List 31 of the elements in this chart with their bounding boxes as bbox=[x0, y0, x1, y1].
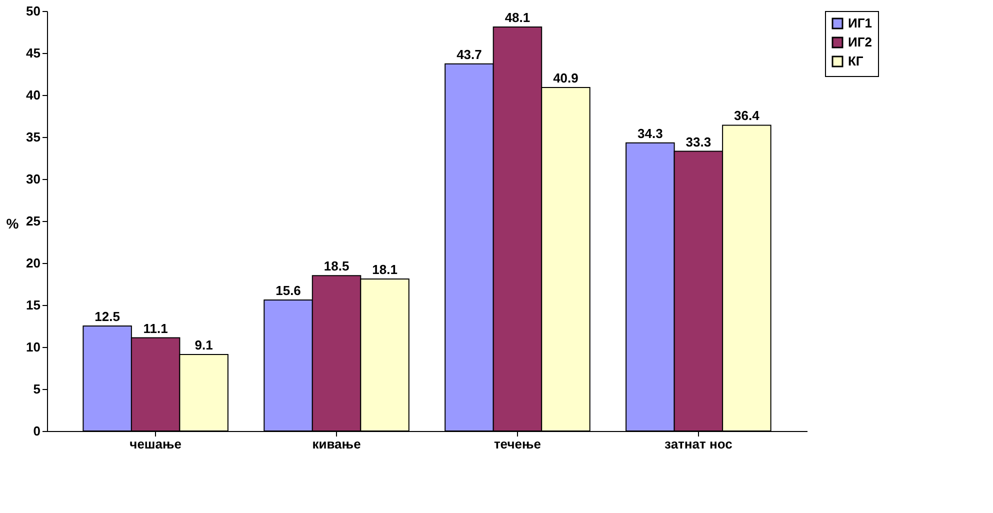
y-tick-label: 35 bbox=[26, 130, 40, 144]
y-tick-label: 30 bbox=[26, 172, 40, 186]
data-label: 11.1 bbox=[143, 320, 168, 336]
data-label: 36.4 bbox=[734, 108, 760, 124]
x-tick-label: течење bbox=[494, 436, 542, 452]
y-tick-label: 40 bbox=[26, 88, 40, 102]
y-tick-label: 25 bbox=[26, 214, 40, 228]
data-label: 9.1 bbox=[194, 338, 213, 353]
data-label: 33.3 bbox=[686, 134, 712, 150]
y-tick-label: 5 bbox=[33, 382, 40, 396]
data-label: 18.1 bbox=[372, 262, 398, 277]
data-label: 40.9 bbox=[553, 70, 578, 86]
y-tick-label: 15 bbox=[26, 298, 40, 312]
legend-label: КГ bbox=[848, 54, 864, 68]
y-tick-label: 45 bbox=[26, 46, 40, 60]
data-label: 48.1 bbox=[504, 10, 530, 25]
data-label: 12.5 bbox=[94, 309, 120, 324]
data-label: 43.7 bbox=[456, 46, 482, 62]
y-tick-label: 0 bbox=[33, 424, 40, 438]
x-tick-label: чешање bbox=[130, 436, 182, 452]
data-label: 34.3 bbox=[638, 126, 663, 141]
x-tick-label: затнат нос bbox=[664, 436, 732, 452]
data-label: 18.5 bbox=[324, 258, 350, 274]
y-tick-label: 50 bbox=[26, 4, 40, 18]
data-label: 15.6 bbox=[276, 282, 301, 298]
y-tick-label: 20 bbox=[26, 256, 40, 270]
legend-label: ИГ2 bbox=[848, 34, 872, 50]
legend-label: ИГ1 bbox=[848, 16, 872, 30]
y-tick-label: 10 bbox=[26, 340, 40, 354]
x-tick-label: кивање bbox=[312, 436, 361, 452]
y-axis-title: % bbox=[6, 216, 20, 232]
